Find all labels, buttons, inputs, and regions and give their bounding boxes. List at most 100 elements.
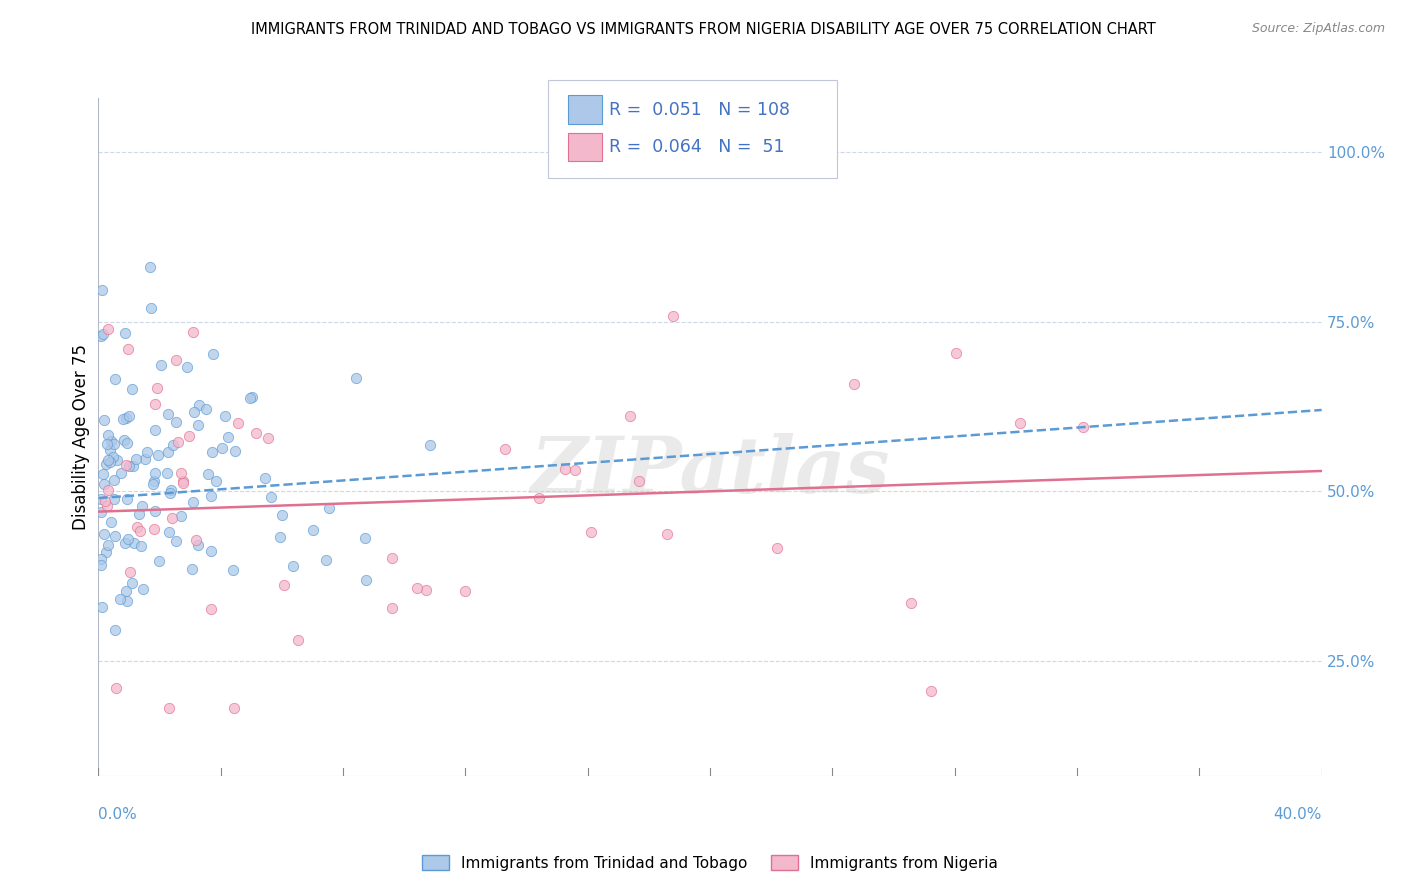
Point bbox=[162, 438, 184, 452]
Point bbox=[98, 442, 121, 457]
Point bbox=[181, 326, 204, 340]
Point bbox=[117, 532, 139, 546]
Point bbox=[224, 443, 246, 458]
Point bbox=[494, 442, 516, 456]
Point bbox=[1071, 420, 1094, 434]
Point bbox=[104, 624, 127, 638]
Point bbox=[90, 505, 112, 519]
Point bbox=[183, 405, 205, 419]
Point bbox=[170, 466, 193, 480]
Point bbox=[125, 452, 148, 467]
Point bbox=[405, 581, 427, 595]
Point bbox=[554, 461, 576, 475]
Point bbox=[271, 508, 294, 523]
Point bbox=[125, 519, 148, 533]
Point bbox=[96, 436, 118, 450]
Point bbox=[142, 477, 165, 491]
Point bbox=[103, 474, 125, 488]
Text: IMMIGRANTS FROM TRINIDAD AND TOBAGO VS IMMIGRANTS FROM NIGERIA DISABILITY AGE OV: IMMIGRANTS FROM TRINIDAD AND TOBAGO VS I… bbox=[250, 22, 1156, 37]
Point bbox=[97, 428, 120, 442]
Point bbox=[156, 466, 179, 480]
Point bbox=[94, 457, 117, 471]
Point bbox=[124, 535, 146, 549]
Point bbox=[197, 467, 219, 482]
Point bbox=[131, 499, 153, 513]
Point bbox=[91, 283, 114, 297]
Point bbox=[97, 452, 120, 467]
Point bbox=[415, 582, 437, 597]
Point bbox=[117, 342, 139, 356]
Point bbox=[110, 466, 132, 480]
Point bbox=[239, 391, 262, 405]
Point bbox=[132, 582, 155, 596]
Point bbox=[115, 594, 138, 608]
Text: ZIPatlas: ZIPatlas bbox=[530, 433, 890, 509]
Point bbox=[661, 310, 683, 324]
Point bbox=[146, 381, 169, 395]
Point bbox=[114, 536, 136, 550]
Point bbox=[945, 346, 967, 360]
Point bbox=[381, 551, 404, 566]
Text: 0.0%: 0.0% bbox=[98, 806, 138, 822]
Point bbox=[222, 563, 245, 577]
Y-axis label: Disability Age Over 75: Disability Age Over 75 bbox=[72, 344, 90, 530]
Point bbox=[217, 430, 239, 444]
Point bbox=[177, 428, 200, 442]
Point bbox=[98, 454, 121, 468]
Point bbox=[112, 433, 135, 447]
Point bbox=[187, 417, 209, 432]
Point bbox=[655, 526, 678, 541]
Point bbox=[579, 524, 602, 539]
Point bbox=[142, 474, 165, 488]
Point bbox=[419, 437, 441, 451]
Point bbox=[188, 398, 211, 412]
Point bbox=[157, 407, 180, 421]
Point bbox=[159, 485, 181, 500]
Point bbox=[90, 491, 112, 506]
Point bbox=[97, 483, 120, 498]
Point bbox=[166, 434, 188, 449]
Point bbox=[93, 527, 115, 541]
Point bbox=[172, 474, 194, 488]
Point bbox=[143, 504, 166, 518]
Point bbox=[200, 489, 222, 503]
Point bbox=[129, 539, 152, 553]
Point bbox=[226, 416, 249, 430]
Point bbox=[118, 409, 141, 423]
Point bbox=[170, 509, 193, 524]
Point bbox=[157, 525, 180, 540]
Point bbox=[115, 458, 138, 473]
Text: R =  0.051   N = 108: R = 0.051 N = 108 bbox=[609, 101, 790, 119]
Point bbox=[172, 475, 194, 490]
Legend: Immigrants from Trinidad and Tobago, Immigrants from Nigeria: Immigrants from Trinidad and Tobago, Imm… bbox=[416, 848, 1004, 877]
Point bbox=[122, 459, 145, 474]
Point bbox=[269, 530, 291, 544]
Point bbox=[200, 602, 222, 616]
Point bbox=[181, 562, 204, 576]
Point bbox=[97, 538, 120, 552]
Point bbox=[143, 423, 166, 437]
Point bbox=[619, 409, 641, 423]
Point bbox=[93, 413, 115, 427]
Point bbox=[129, 524, 152, 538]
Point bbox=[344, 371, 367, 385]
Point bbox=[201, 347, 224, 361]
Point bbox=[91, 467, 114, 481]
Point bbox=[105, 453, 128, 467]
Point bbox=[103, 492, 125, 507]
Point bbox=[259, 490, 281, 504]
Point bbox=[101, 450, 124, 465]
Point bbox=[93, 326, 115, 341]
Point bbox=[920, 684, 942, 698]
Point bbox=[254, 471, 277, 485]
Point bbox=[93, 477, 115, 491]
Point bbox=[214, 409, 236, 423]
Point bbox=[143, 522, 166, 536]
Point bbox=[104, 529, 127, 543]
Point bbox=[115, 583, 138, 598]
Point bbox=[200, 445, 222, 459]
Point bbox=[200, 544, 222, 558]
Point bbox=[564, 462, 586, 476]
Point bbox=[257, 431, 280, 445]
Point bbox=[245, 426, 267, 441]
